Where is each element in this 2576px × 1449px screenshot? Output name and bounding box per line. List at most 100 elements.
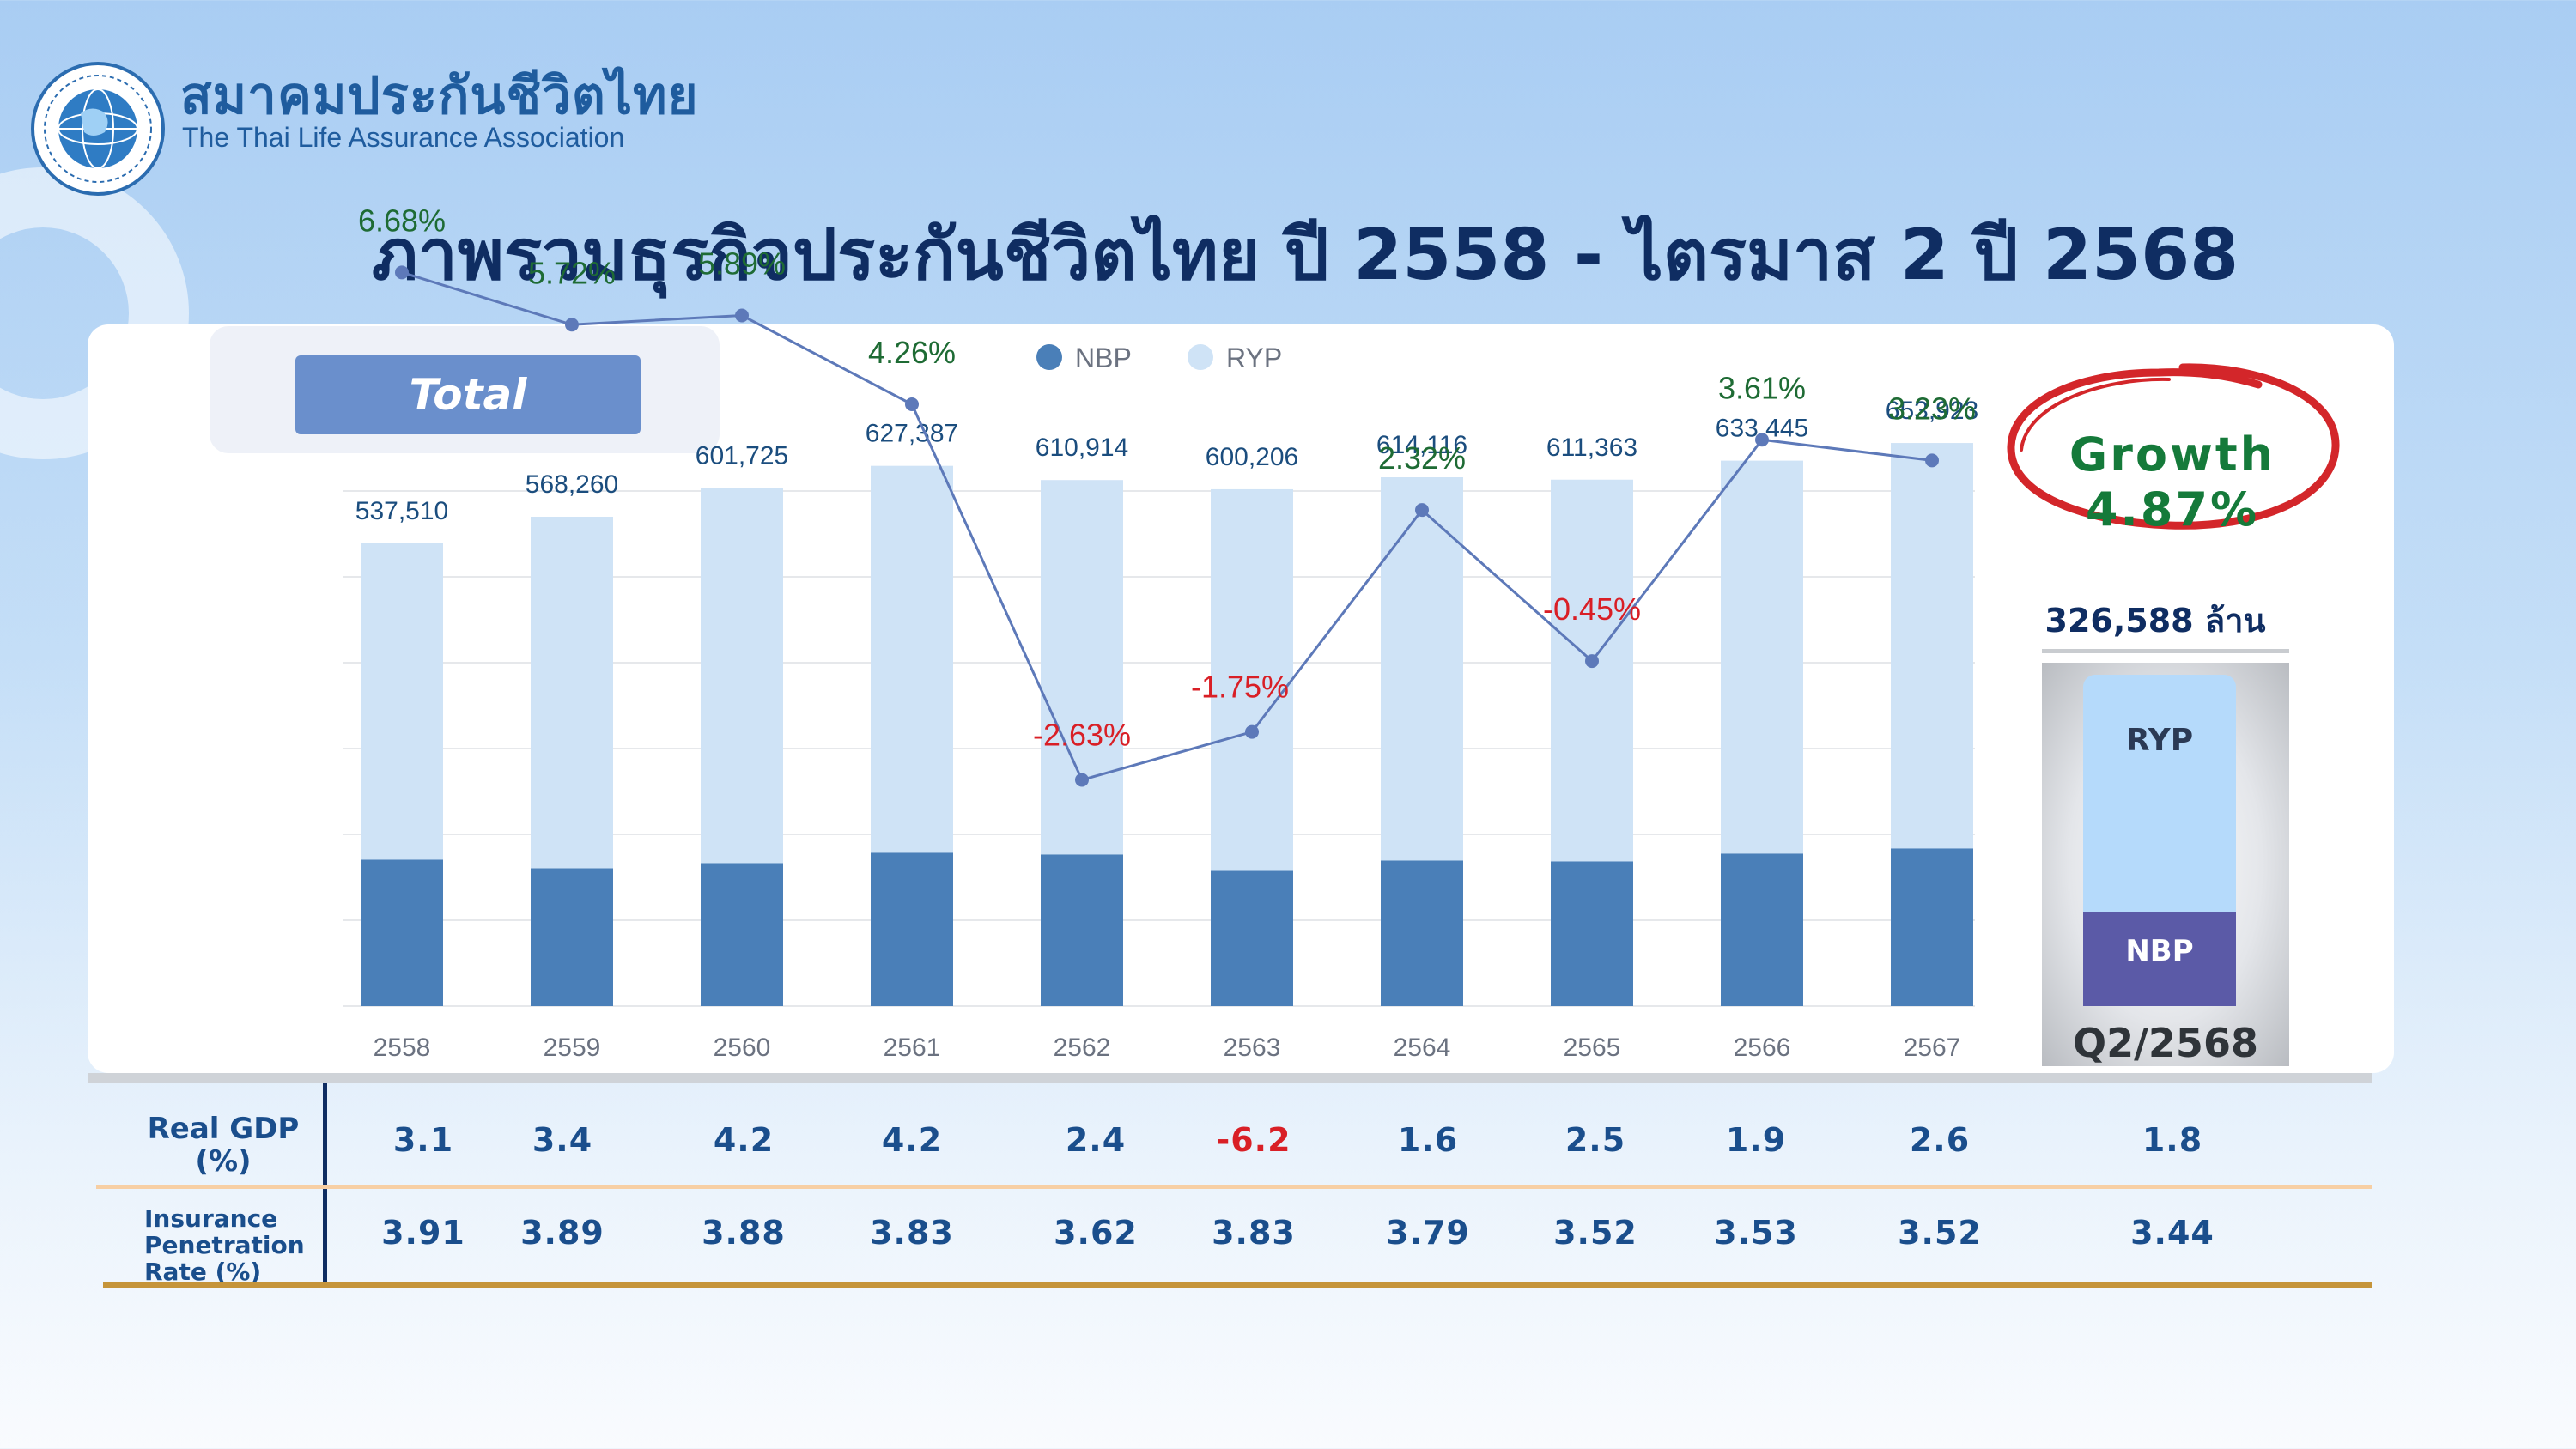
bar-nbp bbox=[1211, 870, 1293, 1006]
q2-nbp-bar: NBP bbox=[2083, 912, 2236, 1006]
growth-label: -2.63% bbox=[1033, 718, 1131, 753]
x-tick-label: 2561 bbox=[884, 1034, 941, 1062]
gdp-value: 4.2 bbox=[713, 1121, 775, 1159]
x-tick-label: 2563 bbox=[1224, 1034, 1281, 1062]
ipr-value: 3.83 bbox=[1212, 1214, 1296, 1252]
ipr-value: 3.52 bbox=[1553, 1214, 1637, 1252]
x-tick-label: 2566 bbox=[1734, 1034, 1791, 1062]
gdp-row-label: Real GDP (%) bbox=[147, 1112, 300, 1179]
bar-nbp bbox=[361, 859, 443, 1006]
bar-total-label: 653,923 bbox=[1886, 397, 1978, 425]
growth-point bbox=[395, 265, 409, 280]
gdp-value: 1.9 bbox=[1725, 1121, 1787, 1159]
gdp-value: 3.1 bbox=[392, 1121, 454, 1159]
q2-divider bbox=[2042, 649, 2289, 653]
x-tick-label: 2564 bbox=[1394, 1034, 1451, 1062]
growth-point bbox=[735, 308, 749, 323]
ipr-value: 3.83 bbox=[870, 1214, 954, 1252]
growth-label: 6.68% bbox=[358, 203, 446, 238]
bar-nbp bbox=[1551, 861, 1633, 1006]
total-premium-tag: Total Premium bbox=[295, 355, 641, 499]
bar-total-label: 610,914 bbox=[1036, 433, 1128, 462]
bar-ryp bbox=[1041, 480, 1123, 855]
growth-point bbox=[1925, 453, 1939, 468]
gdp-value: 4.2 bbox=[881, 1121, 943, 1159]
growth-point bbox=[1415, 503, 1429, 518]
ipr-value: 3.44 bbox=[2130, 1214, 2215, 1252]
gdp-value: 1.8 bbox=[2142, 1121, 2203, 1159]
legend-marker-ryp bbox=[1188, 344, 1213, 370]
q2-period-label: Q2/2568 bbox=[2073, 1020, 2258, 1066]
ipr-value: 3.62 bbox=[1054, 1214, 1138, 1252]
q2-ryp-bar: RYP bbox=[2083, 675, 2236, 912]
panel-shadow bbox=[88, 1073, 2372, 1083]
gdp-value: 3.4 bbox=[532, 1121, 593, 1159]
growth-label: 4.26% bbox=[868, 335, 956, 370]
growth-label: 5.89% bbox=[698, 246, 786, 281]
ipr-row-label: Insurance Penetration Rate (%) bbox=[144, 1204, 305, 1286]
table-bottom-divider bbox=[103, 1282, 2372, 1288]
bar-ryp bbox=[1551, 479, 1633, 862]
bar-ryp bbox=[871, 465, 953, 853]
x-tick-label: 2558 bbox=[374, 1034, 431, 1062]
legend-label-nbp: NBP bbox=[1075, 343, 1132, 373]
x-tick-label: 2560 bbox=[714, 1034, 771, 1062]
bar-total-label: 537,510 bbox=[355, 497, 448, 525]
legend-label-ryp: RYP bbox=[1226, 343, 1282, 373]
bar-nbp bbox=[1041, 854, 1123, 1006]
growth-point bbox=[1755, 433, 1769, 447]
bar-total-label: 601,725 bbox=[696, 441, 788, 470]
ipr-value: 3.79 bbox=[1386, 1214, 1470, 1252]
bar-total-label: 627,387 bbox=[866, 420, 958, 448]
bar-ryp bbox=[1721, 460, 1803, 854]
bar-total-label: 611,363 bbox=[1546, 433, 1637, 462]
bar-total-label: 568,260 bbox=[526, 470, 618, 499]
x-tick-label: 2565 bbox=[1564, 1034, 1621, 1062]
association-logo-icon bbox=[31, 62, 165, 196]
gdp-value: 2.5 bbox=[1564, 1121, 1626, 1159]
ipr-value: 3.52 bbox=[1898, 1214, 1982, 1252]
growth-label: -0.45% bbox=[1543, 591, 1641, 627]
growth-label: 5.72% bbox=[528, 255, 616, 290]
q2-growth: Growth 4.87% bbox=[2035, 427, 2310, 537]
bar-ryp bbox=[1891, 443, 1973, 849]
growth-label: 3.23% bbox=[1888, 391, 1976, 426]
bar-nbp bbox=[1721, 853, 1803, 1006]
growth-point bbox=[1245, 724, 1259, 739]
bar-nbp bbox=[871, 852, 953, 1006]
ipr-value: 3.53 bbox=[1714, 1214, 1798, 1252]
legend-marker-nbp bbox=[1036, 344, 1062, 370]
gdp-value: 2.6 bbox=[1909, 1121, 1971, 1159]
bar-total-label: 614,116 bbox=[1376, 431, 1467, 459]
q2-growth-value: 4.87% bbox=[2085, 482, 2260, 537]
x-tick-label: 2559 bbox=[544, 1034, 601, 1062]
growth-point bbox=[565, 318, 579, 332]
gdp-value: 2.4 bbox=[1065, 1121, 1127, 1159]
growth-line bbox=[401, 270, 1933, 782]
growth-point bbox=[1075, 773, 1089, 787]
growth-circle-icon bbox=[2007, 363, 2340, 530]
ipr-value: 3.91 bbox=[381, 1214, 465, 1252]
bar-ryp bbox=[701, 488, 783, 864]
table-row-divider bbox=[96, 1185, 2372, 1189]
gdp-value: 1.6 bbox=[1397, 1121, 1459, 1159]
org-name-english: The Thai Life Assurance Association bbox=[182, 122, 625, 153]
ipr-value: 3.88 bbox=[702, 1214, 786, 1252]
growth-label: 2.32% bbox=[1378, 440, 1466, 476]
x-tick-label: 2567 bbox=[1904, 1034, 1961, 1062]
gdp-value: -6.2 bbox=[1216, 1121, 1291, 1159]
q2-growth-label: Growth bbox=[2069, 427, 2276, 482]
bar-ryp bbox=[1381, 476, 1463, 861]
bar-nbp bbox=[1891, 848, 1973, 1006]
growth-label: -1.75% bbox=[1191, 670, 1289, 705]
bar-ryp bbox=[1211, 488, 1293, 871]
bar-nbp bbox=[1381, 860, 1463, 1006]
bar-ryp bbox=[361, 543, 443, 860]
bar-nbp bbox=[701, 863, 783, 1006]
bar-nbp bbox=[531, 868, 613, 1006]
page-title: ภาพรวมธุรกิจประกันชีวิตไทย ปี 2558 - ไตร… bbox=[371, 215, 2239, 296]
bar-total-label: 600,206 bbox=[1206, 443, 1298, 471]
org-name-thai: สมาคมประกันชีวิตไทย bbox=[180, 66, 699, 126]
bar-ryp bbox=[531, 516, 613, 869]
